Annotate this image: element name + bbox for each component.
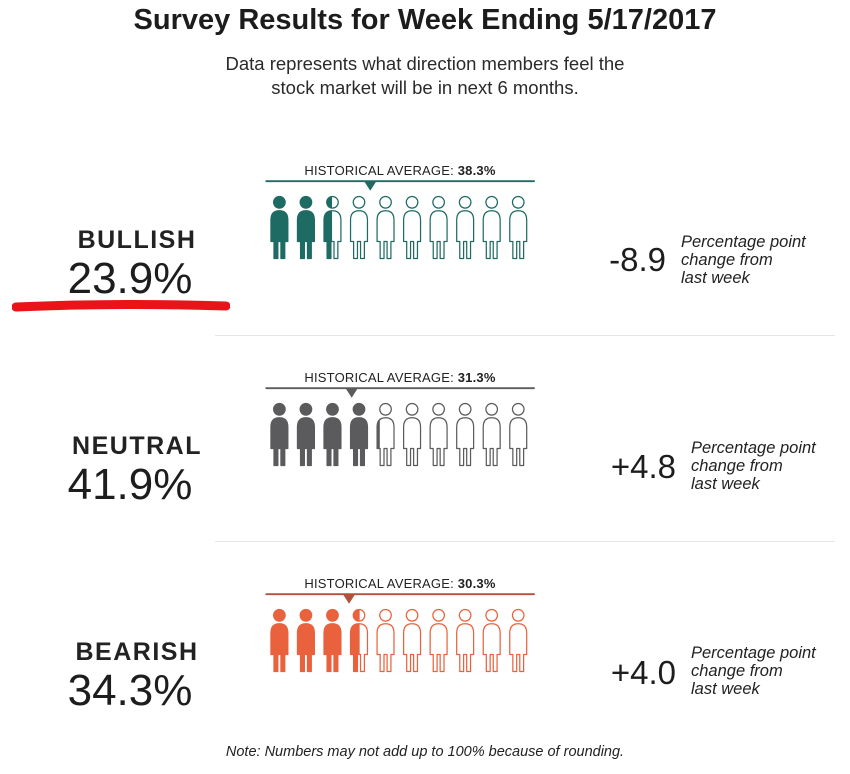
sentiment-label: NEUTRAL [72,432,202,460]
change-note: Percentage point change from last week [691,439,816,493]
person-icon [403,195,422,260]
row-divider [215,541,835,542]
historical-average-label: HISTORICAL AVERAGE: 31.3% [304,370,496,385]
person-icon [456,402,475,467]
person-icon [429,195,448,260]
row-neutral: HISTORICAL AVERAGE: 31.3% NEUTRAL 41.9% … [0,362,850,562]
person-icon [270,402,289,467]
subtitle-line-1: Data represents what direction members f… [225,53,625,74]
person-icon [323,195,342,260]
historical-average-marker [345,388,358,398]
person-icon [403,608,422,673]
pictograph-neutral [265,387,535,467]
sentiment-percent: 41.9% [67,460,193,509]
row-bearish: HISTORICAL AVERAGE: 30.3% BEARISH 34.3% … [0,568,850,768]
person-icon [509,402,528,467]
historical-average-marker [364,181,377,191]
historical-average-marker [342,594,356,604]
person-icon [349,195,369,260]
historical-average-value: 38.3% [457,163,496,178]
person-icon [509,195,528,260]
historical-average-value: 30.3% [457,576,496,591]
historical-average-label: HISTORICAL AVERAGE: 30.3% [304,576,496,591]
person-icon [429,608,448,673]
person-icon [509,608,528,673]
chart-title: Survey Results for Week Ending 5/17/2017 [133,4,717,36]
person-icon [456,608,475,673]
person-icon [376,195,395,260]
person-icon [482,608,501,673]
sentiment-label: BULLISH [77,226,197,254]
person-icon [482,195,501,260]
person-icon [376,402,395,467]
row-bullish: HISTORICAL AVERAGE: 38.3% BULLISH 23.9% … [0,160,850,360]
weekly-change: -8.9 [609,241,666,278]
person-icon [456,195,475,260]
person-icon [429,402,448,467]
chart-subtitle: Data represents what direction members f… [165,52,685,100]
person-icon [296,402,316,467]
person-icon [296,608,316,673]
person-icon [482,402,501,467]
person-icon [349,402,369,467]
person-icon [323,608,342,673]
person-icon [376,608,395,673]
change-note: Percentage point change from last week [681,233,806,287]
person-icon [323,402,342,467]
sentiment-percent: 23.9% [67,254,193,303]
pictograph-bearish [265,593,535,673]
person-icon [296,195,316,260]
rounding-note: Note: Numbers may not add up to 100% bec… [225,744,625,760]
red-highlight-underline [12,299,230,312]
weekly-change: +4.0 [610,654,676,691]
sentiment-percent: 34.3% [67,666,193,715]
change-note: Percentage point change from last week [691,644,816,698]
row-divider [215,335,835,336]
subtitle-line-2: stock market will be in next 6 months. [271,77,579,98]
historical-average-label: HISTORICAL AVERAGE: 38.3% [304,163,496,178]
person-icon [270,608,289,673]
historical-average-value: 31.3% [457,370,496,385]
person-icon [349,608,369,673]
weekly-change: +4.8 [610,448,676,485]
person-icon [270,195,289,260]
person-icon [403,402,422,467]
pictograph-bullish [265,180,535,260]
sentiment-label: BEARISH [75,638,199,666]
